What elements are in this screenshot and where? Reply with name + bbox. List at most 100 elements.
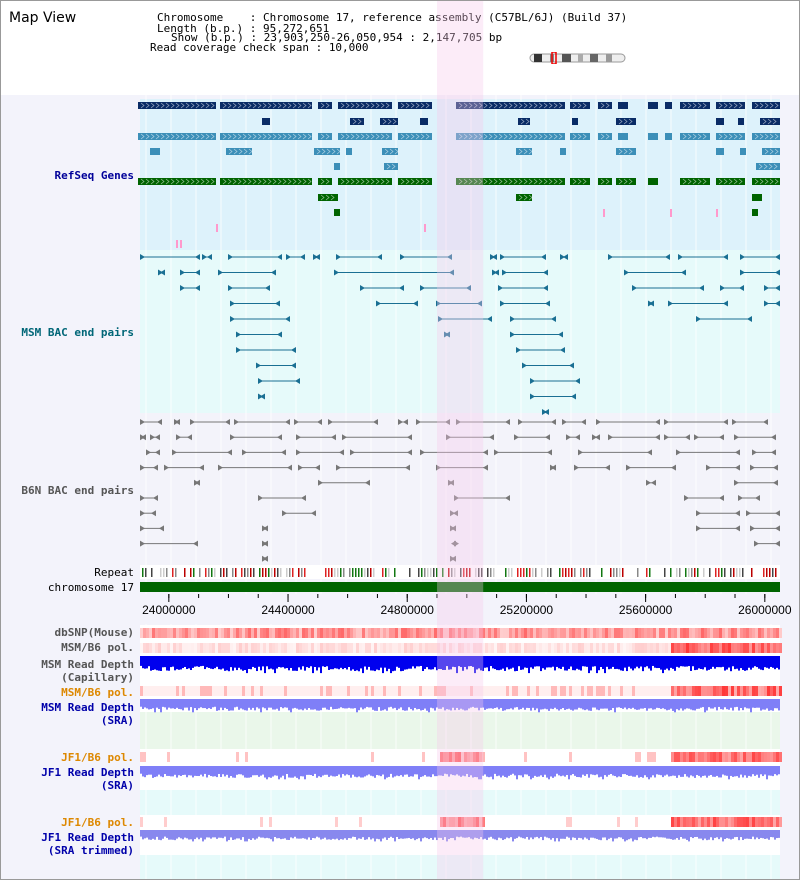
jf1-sra-depth-bar xyxy=(600,766,602,777)
repeat-element xyxy=(427,568,429,577)
msm-sra-depth-bar xyxy=(366,699,368,707)
repeat-element xyxy=(526,568,528,577)
msm-b6-pol2-cell xyxy=(581,686,584,696)
dbsnp-cell xyxy=(170,628,173,638)
gene-feature xyxy=(570,133,590,140)
b6n-bac-pair-end xyxy=(646,479,651,486)
msm-b6-pol-cell xyxy=(212,643,215,653)
jf1-trimmed-depth-bar xyxy=(340,830,342,840)
jf1-b6-pol-cell xyxy=(680,752,683,762)
msm-sra-depth-bar xyxy=(330,699,332,707)
msm-capillary-depth-bar xyxy=(728,656,730,668)
jf1-b6-pol-cell xyxy=(218,752,221,762)
jf1-trimmed-depth-bar xyxy=(496,830,498,841)
jf1-sra-depth-bar xyxy=(764,766,766,775)
jf1-sra-depth-bar xyxy=(662,766,664,778)
msm-capillary-depth-bar xyxy=(534,656,536,667)
jf1-trimmed-depth-bar xyxy=(202,830,204,842)
jf1-trimmed-depth-bar xyxy=(660,830,662,838)
msm-capillary-depth-bar xyxy=(764,656,766,668)
gene-strand-arrow xyxy=(558,102,563,109)
msm-bac-pair-end xyxy=(560,347,565,353)
msm-capillary-depth-bar xyxy=(718,656,720,668)
msm-sra-depth-bar xyxy=(630,699,632,709)
gene-strand-arrow xyxy=(345,102,350,109)
jf1-sra-depth-bar xyxy=(190,766,192,776)
msm-b6-pol2-cell xyxy=(353,686,356,696)
jf1-b6-pol2-cell xyxy=(626,817,629,827)
gene-feature xyxy=(338,102,392,109)
dbsnp-cell xyxy=(731,628,734,638)
jf1-trimmed-depth-bar xyxy=(686,830,688,840)
track-label-repeat[interactable]: Repeat xyxy=(94,566,134,579)
track-label-dbsnp[interactable]: dbSNP(Mouse) xyxy=(54,626,134,639)
gene-strand-arrow xyxy=(692,102,697,109)
msm-b6-pol2-cell xyxy=(635,686,638,696)
msm-b6-pol-cell xyxy=(254,643,257,653)
track-label-refseq-genes[interactable]: RefSeq Genes xyxy=(54,169,134,182)
gene-feature xyxy=(756,163,780,170)
msm-b6-pol2-cell xyxy=(668,686,671,696)
msm-capillary-depth-bar xyxy=(226,656,228,671)
gene-strand-arrow xyxy=(533,102,538,109)
msm-sra-depth-bar xyxy=(748,699,750,709)
dbsnp-cell xyxy=(614,628,617,638)
track-label-msm-bac[interactable]: MSM BAC end pairs xyxy=(21,326,134,339)
chromosome-ideogram[interactable] xyxy=(528,52,628,64)
track-label-msm-b6-pol-2[interactable]: MSM/B6 pol. xyxy=(61,686,134,699)
track-label-jf1-b6-pol-1[interactable]: JF1/B6 pol. xyxy=(61,751,134,764)
jf1-sra-depth-bar xyxy=(766,766,768,780)
msm-sra-depth-bar xyxy=(690,699,692,710)
msm-b6-pol2-cell xyxy=(485,686,488,696)
dbsnp-cell xyxy=(572,628,575,638)
repeat-element xyxy=(565,568,567,577)
jf1-trimmed-depth-bar xyxy=(242,830,244,838)
msm-capillary-depth-bar xyxy=(200,656,202,667)
chromosome-bar xyxy=(140,582,780,592)
msm-sra-depth-bar xyxy=(676,699,678,710)
repeat-element xyxy=(583,568,585,577)
gene-strand-arrow xyxy=(370,178,375,185)
gene-strand-arrow xyxy=(600,102,605,109)
jf1-sra-depth-bar xyxy=(672,766,674,776)
gene-strand-arrow xyxy=(242,102,247,109)
jf1-b6-pol-cell xyxy=(377,752,380,762)
msm-sra-depth-bar xyxy=(276,699,278,709)
jf1-trimmed-depth-bar xyxy=(370,830,372,840)
track-label-chromosome[interactable]: chromosome 17 xyxy=(47,581,134,594)
msm-b6-pol2-cell xyxy=(368,686,371,696)
repeat-element xyxy=(772,568,774,577)
track-label-jf1-depth-trimmed[interactable]: JF1 Read Depth (SRA trimmed) xyxy=(41,831,134,857)
dbsnp-cell xyxy=(260,628,263,638)
jf1-b6-pol2-cell xyxy=(164,817,167,827)
jf1-sra-depth-bar xyxy=(730,766,732,776)
gene-small-feature xyxy=(180,240,182,248)
msm-b6-pol2-cell xyxy=(194,686,197,696)
track-label-msm-depth-sra[interactable]: MSM Read Depth (SRA) xyxy=(41,701,134,727)
refseq-track-bg xyxy=(140,99,780,250)
jf1-b6-pol-cell xyxy=(662,752,665,762)
msm-capillary-depth-bar xyxy=(584,656,586,667)
track-label-msm-depth-capillary[interactable]: MSM Read Depth (Capillary) xyxy=(41,658,134,684)
dbsnp-cell xyxy=(425,628,428,638)
msm-b6-pol2-cell xyxy=(197,686,200,696)
jf1-sra-depth-bar xyxy=(698,766,700,776)
msm-b6-pol2-cell xyxy=(548,686,551,696)
gene-strand-arrow xyxy=(384,148,389,155)
msm-b6-pol2-cell xyxy=(698,686,701,696)
track-label-msm-b6-pol-1[interactable]: MSM/B6 pol. xyxy=(61,641,134,654)
track-label-jf1-depth-sra[interactable]: JF1 Read Depth (SRA) xyxy=(41,766,134,792)
msm-b6-pol-cell xyxy=(449,643,452,653)
msm-sra-depth-bar xyxy=(384,699,386,710)
jf1-b6-pol2-cell xyxy=(551,817,554,827)
jf1-b6-pol2-cell xyxy=(701,817,704,827)
msm-bac-pair-end xyxy=(681,269,686,276)
b6n-bac-pair-end xyxy=(551,464,556,471)
jf1-trimmed-depth-bar xyxy=(158,830,160,840)
jf1-b6-pol2-cell xyxy=(179,817,182,827)
track-label-b6n-bac[interactable]: B6N BAC end pairs xyxy=(21,484,134,497)
jf1-trimmed-depth-bar xyxy=(272,830,274,842)
msm-capillary-depth-bar xyxy=(390,656,392,674)
track-label-jf1-b6-pol-2[interactable]: JF1/B6 pol. xyxy=(61,816,134,829)
